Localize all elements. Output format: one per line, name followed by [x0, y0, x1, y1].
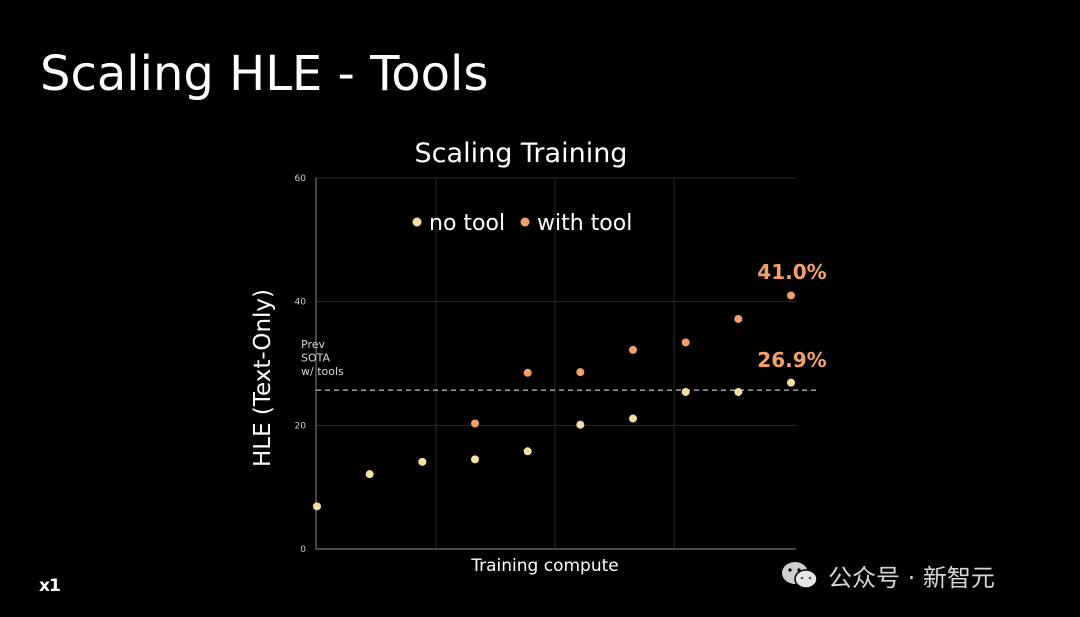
point-no-tool: [629, 414, 637, 423]
legend-label: no tool: [429, 211, 505, 236]
wechat-icon: [782, 561, 818, 589]
slide-title: Scaling HLE - Tools: [40, 46, 489, 102]
point-with-tool: [471, 419, 479, 428]
legend-label: with tool: [537, 211, 632, 236]
point-no-tool: [365, 470, 374, 479]
y-tick-labels: 0 20 40 60: [295, 174, 307, 555]
point-no-tool: [313, 502, 321, 511]
prev-sota-label: w/ tools: [301, 365, 344, 378]
point-with-tool: [787, 291, 795, 300]
chart-legend: no tool with tool: [412, 211, 632, 236]
point-no-tool: [681, 387, 690, 396]
point-with-tool: [523, 368, 532, 377]
y-tick-label: 0: [300, 545, 306, 555]
chart-title: Scaling Training: [415, 138, 628, 169]
y-tick-label: 60: [295, 174, 307, 184]
point-no-tool: [576, 420, 585, 429]
prev-sota-label: Prev: [301, 338, 325, 351]
data-points: [313, 291, 795, 511]
y-tick-label: 20: [295, 421, 307, 431]
prev-sota-label: SOTA: [301, 352, 331, 365]
y-tick-label: 40: [295, 298, 307, 308]
x-axis-label: Training compute: [470, 556, 618, 576]
legend-marker: [412, 217, 422, 227]
value-annotation: 41.0%: [757, 260, 826, 284]
legend-marker: [520, 217, 530, 227]
point-with-tool: [734, 314, 743, 323]
watermark: 公众号 · 新智元: [780, 558, 995, 593]
point-with-tool: [629, 345, 637, 354]
chart-axes: [315, 178, 796, 550]
point-with-tool: [576, 368, 585, 377]
value-annotation: 26.9%: [757, 348, 826, 372]
x1-logo: x1: [39, 576, 61, 596]
point-no-tool: [418, 457, 427, 466]
chart-grid: [316, 177, 796, 549]
point-no-tool: [471, 455, 479, 464]
point-no-tool: [787, 378, 795, 387]
point-no-tool: [523, 447, 532, 456]
point-with-tool: [681, 338, 690, 347]
y-axis-label: HLE (Text-Only): [250, 289, 276, 467]
data-annotations: 41.0% 26.9%: [757, 260, 826, 372]
point-no-tool: [734, 387, 743, 396]
watermark-text: 公众号 · 新智元: [828, 564, 995, 592]
